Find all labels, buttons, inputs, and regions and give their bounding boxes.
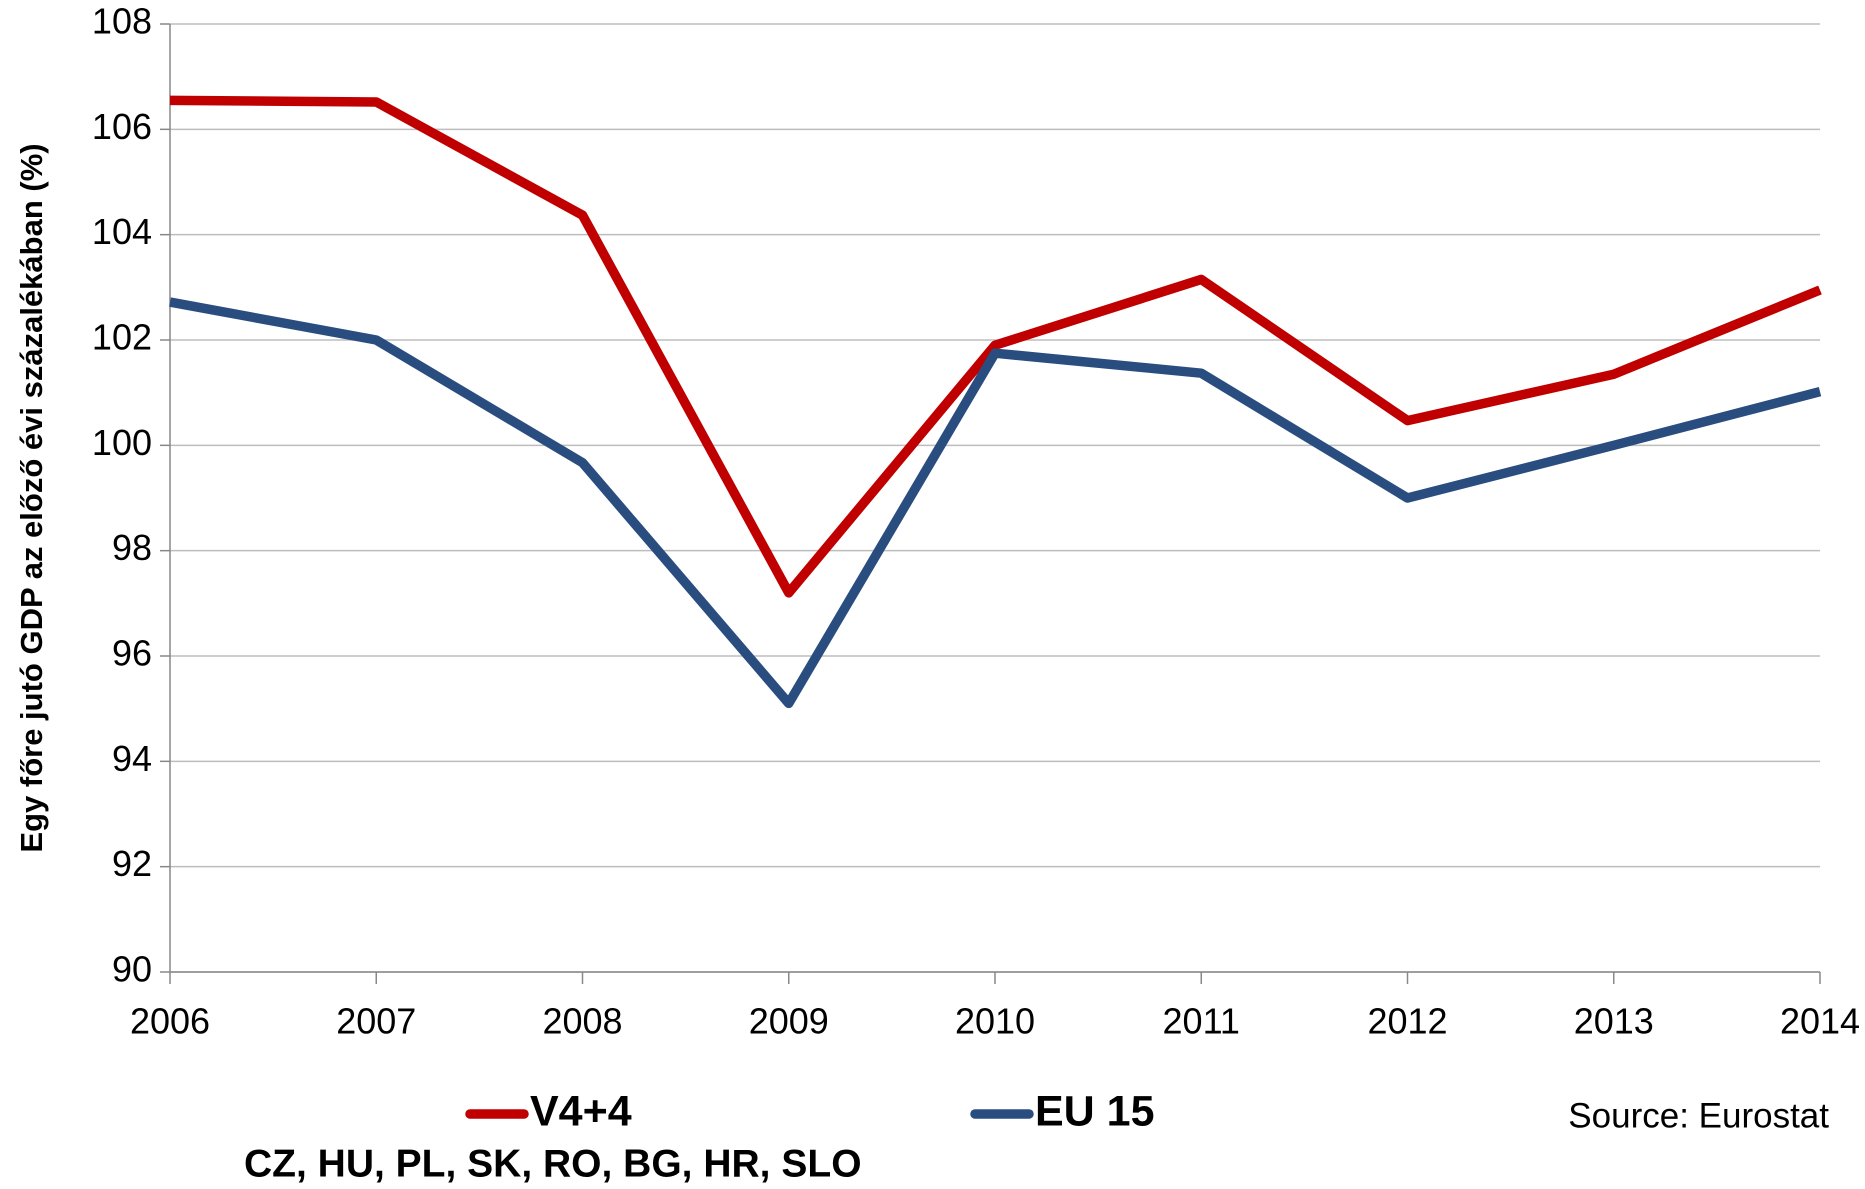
x-tick-label: 2013 — [1574, 1001, 1654, 1042]
y-tick-label: 98 — [112, 527, 152, 568]
x-tick-label: 2014 — [1780, 1001, 1860, 1042]
x-tick-label: 2011 — [1163, 1001, 1240, 1042]
y-tick-label: 104 — [92, 211, 152, 252]
x-tick-label: 2006 — [130, 1001, 210, 1042]
x-tick-label: 2007 — [336, 1001, 416, 1042]
y-tick-label: 100 — [92, 422, 152, 463]
legend-label: V4+4 — [530, 1087, 632, 1135]
x-tick-label: 2008 — [542, 1001, 622, 1042]
line — [169, 297, 1822, 709]
legend-label: EU 15 — [1035, 1087, 1155, 1135]
x-tick-label: 2012 — [1367, 1001, 1447, 1042]
y-tick-label: 96 — [112, 633, 152, 674]
line — [169, 95, 1822, 598]
y-tick-label: 90 — [112, 949, 152, 990]
y-tick-label: 94 — [112, 738, 152, 779]
y-tick-label: 92 — [112, 843, 152, 884]
y-tick-label: 108 — [92, 1, 152, 42]
x-tick-label: 2009 — [749, 1001, 829, 1042]
y-axis-label: Egy főre jutó GDP az előző évi százaléká… — [14, 143, 49, 852]
x-tick-label: 2010 — [955, 1001, 1035, 1042]
annotation: CZ, HU, PL, SK, RO, BG, HR, SLO — [244, 1142, 862, 1185]
source: Source: Eurostat — [1568, 1096, 1829, 1135]
y-tick-label: 106 — [92, 106, 152, 147]
y-tick-label: 102 — [92, 317, 152, 358]
